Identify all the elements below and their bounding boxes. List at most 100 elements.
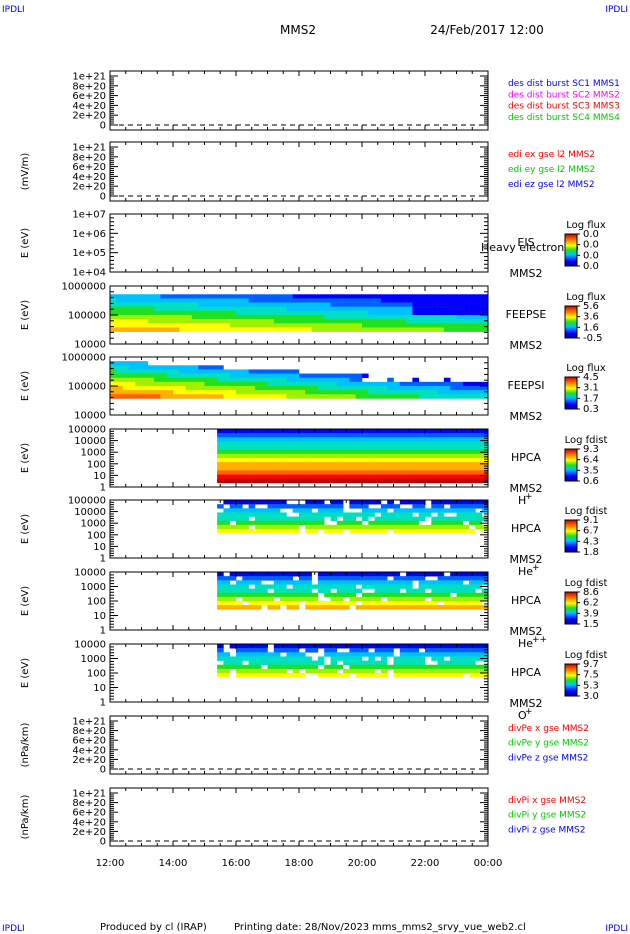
spectrogram-cell bbox=[166, 390, 174, 395]
spectrogram-cell bbox=[154, 298, 161, 303]
spectrogram-cell bbox=[299, 516, 306, 522]
spectrogram-cell bbox=[343, 656, 350, 661]
spectrogram-cell bbox=[198, 319, 205, 324]
spectrogram-cell bbox=[242, 386, 249, 391]
spectrogram-cell bbox=[173, 394, 180, 399]
spectrogram-cell bbox=[469, 466, 476, 471]
spectrogram-cell bbox=[406, 394, 413, 399]
spectrogram-cell bbox=[380, 386, 388, 391]
spectrogram-cell bbox=[147, 310, 155, 316]
spectrogram-cell bbox=[173, 294, 180, 299]
spectrogram-cell bbox=[292, 668, 300, 674]
spectrogram-cell bbox=[362, 445, 369, 451]
spectrogram-cell bbox=[286, 437, 293, 442]
x-tick-label: 20:00 bbox=[348, 858, 377, 869]
spectrogram-cell bbox=[135, 377, 142, 383]
spectrogram-cell bbox=[393, 466, 401, 471]
spectrogram-cell bbox=[267, 449, 275, 455]
spectrogram-cell bbox=[374, 470, 382, 475]
spectrogram-cell bbox=[154, 319, 161, 324]
spectrogram-cell bbox=[431, 648, 438, 653]
spectrogram-cell bbox=[443, 381, 451, 387]
spectrogram-cell bbox=[475, 458, 482, 463]
spectrogram-cell bbox=[355, 294, 363, 299]
spectrogram-cell bbox=[286, 592, 293, 598]
spectrogram-cell bbox=[261, 474, 268, 480]
spectrogram-cell bbox=[223, 315, 230, 320]
spectrogram-cell bbox=[141, 323, 149, 328]
spectrogram-cell bbox=[355, 302, 363, 308]
spectrogram-cell bbox=[110, 319, 117, 324]
spectrogram-cell bbox=[462, 445, 470, 451]
spectrogram-cell bbox=[261, 449, 268, 455]
spectrogram-cell bbox=[311, 605, 319, 610]
spectrogram-cell bbox=[481, 524, 489, 530]
spectrogram-cell bbox=[204, 310, 212, 316]
spectrogram-cell bbox=[280, 302, 287, 308]
spectrogram-cell bbox=[469, 605, 476, 610]
spectrogram-cell bbox=[330, 462, 338, 467]
spectrogram-cell bbox=[242, 508, 249, 513]
spectrogram-cell bbox=[261, 327, 268, 332]
spectrogram-cell bbox=[110, 302, 117, 308]
spectrogram-cell bbox=[380, 437, 388, 442]
spectrogram-cell bbox=[267, 294, 275, 299]
spectrogram-cell bbox=[368, 294, 375, 299]
spectrogram-cell bbox=[437, 660, 445, 666]
spectrogram-cell bbox=[223, 592, 230, 598]
spectrogram-cell bbox=[469, 576, 476, 581]
spectrogram-cell bbox=[299, 664, 306, 670]
spectrogram-cell bbox=[336, 592, 344, 598]
spectrogram-cell bbox=[349, 449, 356, 455]
spectrogram-cell bbox=[305, 660, 312, 666]
spectrogram-cell bbox=[362, 605, 369, 610]
spectrogram-cell bbox=[374, 660, 382, 666]
spectrogram-cell bbox=[273, 466, 281, 471]
spectrogram-cell bbox=[330, 377, 338, 383]
spectrogram-cell bbox=[273, 572, 281, 577]
spectrogram-cell bbox=[481, 453, 489, 459]
spectrogram-cell bbox=[204, 381, 212, 387]
spectrogram-cell bbox=[437, 504, 445, 509]
spectrogram-cell bbox=[380, 462, 388, 467]
spectrogram-cell bbox=[343, 390, 350, 395]
spectrogram-cell bbox=[336, 394, 344, 399]
spectrogram-cell bbox=[336, 524, 344, 530]
spectrogram-cell bbox=[418, 470, 426, 475]
spectrogram-cell bbox=[349, 512, 356, 517]
spectrogram-cell bbox=[374, 516, 382, 522]
spectrogram-cell bbox=[393, 584, 401, 589]
spectrogram-cell bbox=[374, 462, 382, 467]
spectrogram-cell bbox=[116, 394, 123, 399]
spectrogram-cell bbox=[147, 377, 155, 383]
spectrogram-cell bbox=[349, 327, 356, 332]
spectrogram-cell bbox=[254, 373, 262, 379]
y-tick-label: 4e+20 bbox=[72, 745, 106, 756]
spectrogram-cell bbox=[456, 644, 464, 649]
spectrogram-cell bbox=[330, 445, 338, 451]
spectrogram-cell bbox=[475, 306, 482, 312]
spectrogram-cell bbox=[223, 524, 230, 530]
spectrogram-cell bbox=[292, 504, 300, 509]
spectrogram-cell bbox=[292, 441, 300, 446]
y-axis-label: E (eV) bbox=[20, 371, 31, 401]
spectrogram-cell bbox=[299, 394, 306, 399]
spectrogram-cell bbox=[217, 327, 224, 332]
spectrogram-cell bbox=[393, 668, 401, 674]
spectrogram-cell bbox=[349, 302, 356, 308]
species-label: He bbox=[518, 637, 533, 650]
spectrogram-cell bbox=[280, 524, 287, 530]
spectrogram-cell bbox=[399, 429, 407, 434]
spectrogram-cell bbox=[116, 390, 123, 395]
spectrogram-cell bbox=[456, 588, 464, 594]
spectrogram-cell bbox=[273, 298, 281, 303]
spectrogram-cell bbox=[387, 381, 394, 387]
spectrogram-cell bbox=[368, 656, 375, 661]
spectrogram-cell bbox=[450, 445, 457, 451]
spectrogram-cell bbox=[330, 294, 338, 299]
spectrogram-cell bbox=[475, 500, 482, 505]
spectrogram-cell bbox=[437, 449, 445, 455]
spectrogram-cell bbox=[387, 592, 394, 598]
spectrogram-cell bbox=[305, 500, 312, 505]
